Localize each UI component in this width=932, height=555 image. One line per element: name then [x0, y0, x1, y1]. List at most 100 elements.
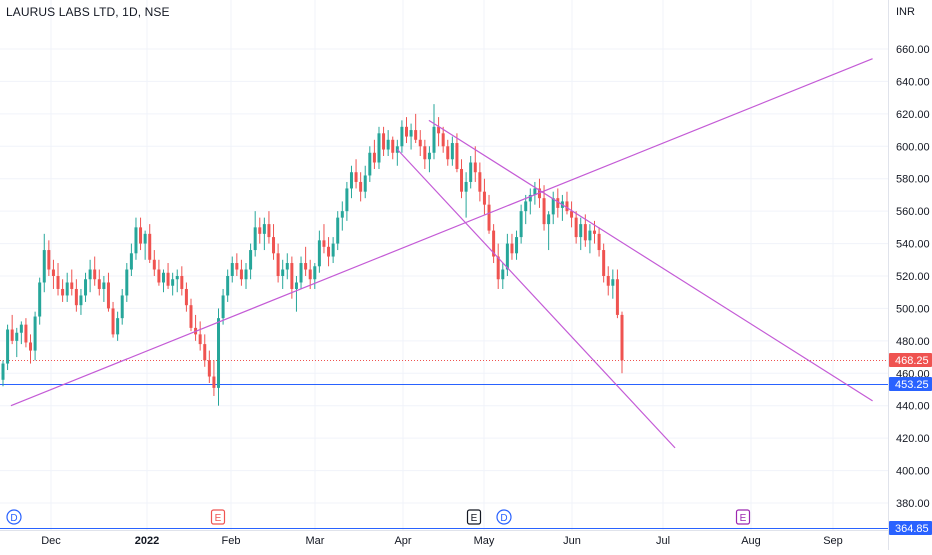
candle	[446, 140, 449, 166]
price-label-badge: 468.25	[889, 353, 932, 367]
candle	[510, 234, 513, 260]
candle	[483, 179, 486, 215]
candle-body	[478, 172, 481, 191]
candle	[515, 231, 518, 260]
candle	[341, 201, 344, 230]
candle-body	[79, 295, 82, 305]
candle	[547, 211, 550, 250]
candle	[497, 244, 500, 289]
candle	[57, 263, 60, 295]
candle	[602, 244, 605, 283]
candle	[565, 192, 568, 215]
candle	[167, 263, 170, 289]
price-tick-label: 640.00	[896, 76, 930, 88]
candle-body	[611, 279, 614, 285]
candle-body	[176, 276, 179, 279]
candle-body	[171, 279, 174, 285]
candle-body	[419, 140, 422, 146]
candle	[579, 218, 582, 250]
candle	[410, 124, 413, 150]
candle	[520, 205, 523, 244]
candle-body	[565, 201, 568, 211]
candle	[419, 130, 422, 156]
candle-body	[359, 182, 362, 192]
candle-body	[501, 270, 504, 280]
trendlines[interactable]	[11, 59, 873, 448]
candle	[428, 146, 431, 172]
candle	[350, 166, 353, 198]
candle-body	[93, 270, 96, 280]
candle	[533, 182, 536, 205]
candle	[245, 263, 248, 289]
candle	[226, 270, 229, 302]
candle-body	[226, 276, 229, 295]
price-tick-label: 580.00	[896, 174, 930, 186]
candle-body	[355, 172, 358, 182]
candle	[61, 279, 64, 302]
earnings-marker: E	[212, 510, 225, 524]
candle	[52, 260, 55, 289]
candle	[144, 231, 147, 260]
candle-body	[396, 146, 399, 152]
candle	[332, 237, 335, 263]
candle	[212, 360, 215, 396]
price-label-badge: 453.25	[889, 377, 932, 391]
candle-body	[510, 244, 513, 254]
candle-body	[102, 282, 105, 288]
candle-body	[52, 270, 55, 276]
earnings-marker: E	[468, 510, 481, 524]
candle	[396, 140, 399, 166]
candle	[575, 211, 578, 243]
time-tick-label: 2022	[135, 535, 159, 547]
candle	[112, 302, 115, 338]
candle	[588, 224, 591, 253]
candle	[327, 237, 330, 266]
price-label-badge: 364.85	[889, 521, 932, 535]
candle	[148, 224, 151, 263]
candle	[199, 321, 202, 350]
candle-body	[222, 295, 225, 318]
event-marker-label: D	[500, 513, 507, 524]
candle	[66, 273, 69, 302]
candle-body	[524, 201, 527, 211]
candle-body	[602, 250, 605, 276]
candle-body	[157, 270, 160, 283]
candle	[11, 315, 14, 344]
candle-body	[235, 263, 238, 269]
candle	[313, 263, 316, 289]
candle-body	[267, 224, 270, 237]
price-axis[interactable]: INR660.00640.00620.00600.00580.00560.005…	[889, 0, 932, 550]
candle-body	[451, 143, 454, 159]
candle	[607, 266, 610, 295]
candle	[300, 257, 303, 289]
candle	[134, 218, 137, 260]
candle	[488, 195, 491, 234]
time-tick-label: Jun	[563, 535, 581, 547]
candle	[267, 211, 270, 243]
candle	[176, 270, 179, 293]
candle-body	[332, 244, 335, 257]
candle-body	[240, 270, 243, 280]
candle-body	[300, 263, 303, 282]
candle-body	[474, 163, 477, 173]
candle-body	[322, 240, 325, 246]
candle	[6, 325, 9, 370]
candle	[98, 270, 101, 296]
candle	[194, 315, 197, 341]
candle	[391, 137, 394, 160]
candle-body	[593, 231, 596, 234]
candle	[295, 276, 298, 312]
candle	[107, 273, 110, 312]
candle-body	[263, 224, 266, 234]
candle-body	[212, 377, 215, 388]
candle	[116, 312, 119, 341]
candle-body	[483, 192, 486, 205]
candle	[451, 137, 454, 166]
time-tick-label: Jul	[656, 535, 670, 547]
candle	[414, 114, 417, 143]
time-tick-label: Mar	[306, 535, 325, 547]
